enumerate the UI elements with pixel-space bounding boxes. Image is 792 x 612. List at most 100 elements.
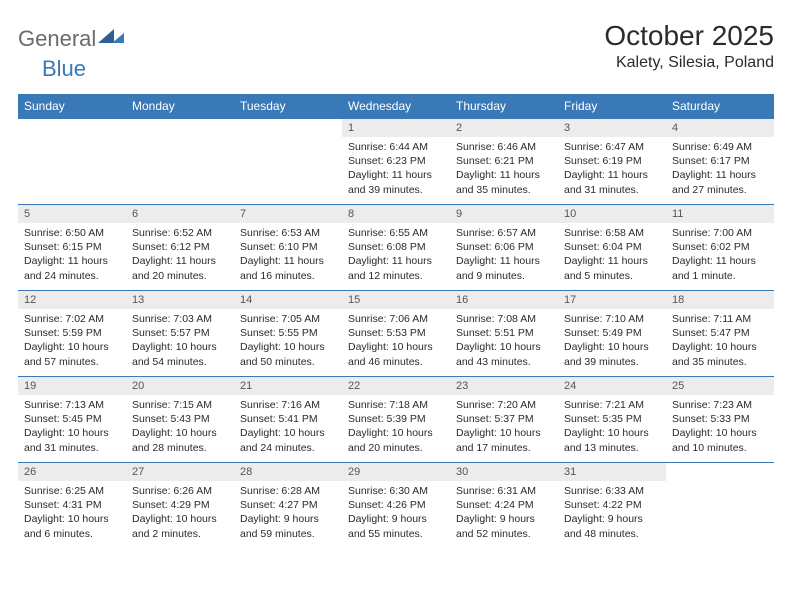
calendar-week-row: 5Sunrise: 6:50 AMSunset: 6:15 PMDaylight… (18, 205, 774, 291)
calendar-cell: 3Sunrise: 6:47 AMSunset: 6:19 PMDaylight… (558, 119, 666, 205)
calendar-cell: 20Sunrise: 7:15 AMSunset: 5:43 PMDayligh… (126, 377, 234, 463)
day-number: 16 (450, 291, 558, 309)
calendar-week-row: 26Sunrise: 6:25 AMSunset: 4:31 PMDayligh… (18, 463, 774, 549)
calendar-cell: 7Sunrise: 6:53 AMSunset: 6:10 PMDaylight… (234, 205, 342, 291)
day-details: Sunrise: 7:08 AMSunset: 5:51 PMDaylight:… (450, 309, 558, 373)
calendar-cell (234, 119, 342, 205)
weekday-header: Thursday (450, 94, 558, 119)
calendar-cell: 11Sunrise: 7:00 AMSunset: 6:02 PMDayligh… (666, 205, 774, 291)
day-details: Sunrise: 7:00 AMSunset: 6:02 PMDaylight:… (666, 223, 774, 287)
calendar-table: SundayMondayTuesdayWednesdayThursdayFrid… (18, 94, 774, 549)
day-details: Sunrise: 7:11 AMSunset: 5:47 PMDaylight:… (666, 309, 774, 373)
calendar-cell: 10Sunrise: 6:58 AMSunset: 6:04 PMDayligh… (558, 205, 666, 291)
weekday-header-row: SundayMondayTuesdayWednesdayThursdayFrid… (18, 94, 774, 119)
day-number: 28 (234, 463, 342, 481)
day-details: Sunrise: 7:21 AMSunset: 5:35 PMDaylight:… (558, 395, 666, 459)
day-details: Sunrise: 6:28 AMSunset: 4:27 PMDaylight:… (234, 481, 342, 545)
day-number: 5 (18, 205, 126, 223)
calendar-page: General October 2025 Kalety, Silesia, Po… (0, 0, 792, 559)
page-title: October 2025 (604, 20, 774, 52)
day-number: 27 (126, 463, 234, 481)
calendar-cell: 29Sunrise: 6:30 AMSunset: 4:26 PMDayligh… (342, 463, 450, 549)
calendar-cell: 15Sunrise: 7:06 AMSunset: 5:53 PMDayligh… (342, 291, 450, 377)
day-number: 18 (666, 291, 774, 309)
calendar-cell (666, 463, 774, 549)
calendar-cell (126, 119, 234, 205)
day-details: Sunrise: 6:33 AMSunset: 4:22 PMDaylight:… (558, 481, 666, 545)
day-details: Sunrise: 7:10 AMSunset: 5:49 PMDaylight:… (558, 309, 666, 373)
calendar-cell: 21Sunrise: 7:16 AMSunset: 5:41 PMDayligh… (234, 377, 342, 463)
weekday-header: Monday (126, 94, 234, 119)
day-details: Sunrise: 6:46 AMSunset: 6:21 PMDaylight:… (450, 137, 558, 201)
day-details: Sunrise: 6:31 AMSunset: 4:24 PMDaylight:… (450, 481, 558, 545)
calendar-cell: 4Sunrise: 6:49 AMSunset: 6:17 PMDaylight… (666, 119, 774, 205)
day-details: Sunrise: 6:30 AMSunset: 4:26 PMDaylight:… (342, 481, 450, 545)
calendar-cell: 26Sunrise: 6:25 AMSunset: 4:31 PMDayligh… (18, 463, 126, 549)
calendar-cell: 23Sunrise: 7:20 AMSunset: 5:37 PMDayligh… (450, 377, 558, 463)
calendar-cell: 8Sunrise: 6:55 AMSunset: 6:08 PMDaylight… (342, 205, 450, 291)
day-details: Sunrise: 6:49 AMSunset: 6:17 PMDaylight:… (666, 137, 774, 201)
day-details: Sunrise: 6:52 AMSunset: 6:12 PMDaylight:… (126, 223, 234, 287)
calendar-cell: 16Sunrise: 7:08 AMSunset: 5:51 PMDayligh… (450, 291, 558, 377)
calendar-cell: 6Sunrise: 6:52 AMSunset: 6:12 PMDaylight… (126, 205, 234, 291)
day-details: Sunrise: 7:20 AMSunset: 5:37 PMDaylight:… (450, 395, 558, 459)
calendar-week-row: 1Sunrise: 6:44 AMSunset: 6:23 PMDaylight… (18, 119, 774, 205)
day-number: 4 (666, 119, 774, 137)
logo-triangle-icon (98, 25, 126, 45)
day-number: 24 (558, 377, 666, 395)
day-number: 21 (234, 377, 342, 395)
weekday-header: Sunday (18, 94, 126, 119)
calendar-cell: 24Sunrise: 7:21 AMSunset: 5:35 PMDayligh… (558, 377, 666, 463)
calendar-cell: 19Sunrise: 7:13 AMSunset: 5:45 PMDayligh… (18, 377, 126, 463)
day-number: 23 (450, 377, 558, 395)
weekday-header: Saturday (666, 94, 774, 119)
day-number: 13 (126, 291, 234, 309)
day-details: Sunrise: 6:44 AMSunset: 6:23 PMDaylight:… (342, 137, 450, 201)
day-details: Sunrise: 6:26 AMSunset: 4:29 PMDaylight:… (126, 481, 234, 545)
calendar-cell: 22Sunrise: 7:18 AMSunset: 5:39 PMDayligh… (342, 377, 450, 463)
calendar-cell: 9Sunrise: 6:57 AMSunset: 6:06 PMDaylight… (450, 205, 558, 291)
day-number: 26 (18, 463, 126, 481)
day-number: 12 (18, 291, 126, 309)
weekday-header: Tuesday (234, 94, 342, 119)
calendar-cell: 5Sunrise: 6:50 AMSunset: 6:15 PMDaylight… (18, 205, 126, 291)
day-details: Sunrise: 7:02 AMSunset: 5:59 PMDaylight:… (18, 309, 126, 373)
logo-text-blue: Blue (42, 56, 86, 81)
day-number: 2 (450, 119, 558, 137)
day-number: 19 (18, 377, 126, 395)
day-number: 1 (342, 119, 450, 137)
day-number: 10 (558, 205, 666, 223)
calendar-cell (18, 119, 126, 205)
logo-text-general: General (18, 26, 96, 52)
day-details: Sunrise: 6:58 AMSunset: 6:04 PMDaylight:… (558, 223, 666, 287)
day-number: 11 (666, 205, 774, 223)
day-details: Sunrise: 7:16 AMSunset: 5:41 PMDaylight:… (234, 395, 342, 459)
calendar-cell: 30Sunrise: 6:31 AMSunset: 4:24 PMDayligh… (450, 463, 558, 549)
day-details: Sunrise: 6:53 AMSunset: 6:10 PMDaylight:… (234, 223, 342, 287)
day-number: 3 (558, 119, 666, 137)
calendar-cell: 31Sunrise: 6:33 AMSunset: 4:22 PMDayligh… (558, 463, 666, 549)
calendar-week-row: 19Sunrise: 7:13 AMSunset: 5:45 PMDayligh… (18, 377, 774, 463)
day-number: 30 (450, 463, 558, 481)
weekday-header: Friday (558, 94, 666, 119)
day-details: Sunrise: 6:47 AMSunset: 6:19 PMDaylight:… (558, 137, 666, 201)
day-details: Sunrise: 6:25 AMSunset: 4:31 PMDaylight:… (18, 481, 126, 545)
calendar-cell: 28Sunrise: 6:28 AMSunset: 4:27 PMDayligh… (234, 463, 342, 549)
day-details: Sunrise: 7:05 AMSunset: 5:55 PMDaylight:… (234, 309, 342, 373)
calendar-cell: 2Sunrise: 6:46 AMSunset: 6:21 PMDaylight… (450, 119, 558, 205)
day-number: 9 (450, 205, 558, 223)
calendar-cell: 27Sunrise: 6:26 AMSunset: 4:29 PMDayligh… (126, 463, 234, 549)
calendar-cell: 13Sunrise: 7:03 AMSunset: 5:57 PMDayligh… (126, 291, 234, 377)
day-number: 25 (666, 377, 774, 395)
day-details: Sunrise: 6:55 AMSunset: 6:08 PMDaylight:… (342, 223, 450, 287)
day-number: 8 (342, 205, 450, 223)
day-number: 31 (558, 463, 666, 481)
calendar-cell: 25Sunrise: 7:23 AMSunset: 5:33 PMDayligh… (666, 377, 774, 463)
day-number: 17 (558, 291, 666, 309)
weekday-header: Wednesday (342, 94, 450, 119)
calendar-week-row: 12Sunrise: 7:02 AMSunset: 5:59 PMDayligh… (18, 291, 774, 377)
day-details: Sunrise: 7:13 AMSunset: 5:45 PMDaylight:… (18, 395, 126, 459)
day-details: Sunrise: 6:57 AMSunset: 6:06 PMDaylight:… (450, 223, 558, 287)
calendar-body: 1Sunrise: 6:44 AMSunset: 6:23 PMDaylight… (18, 119, 774, 549)
calendar-cell: 12Sunrise: 7:02 AMSunset: 5:59 PMDayligh… (18, 291, 126, 377)
